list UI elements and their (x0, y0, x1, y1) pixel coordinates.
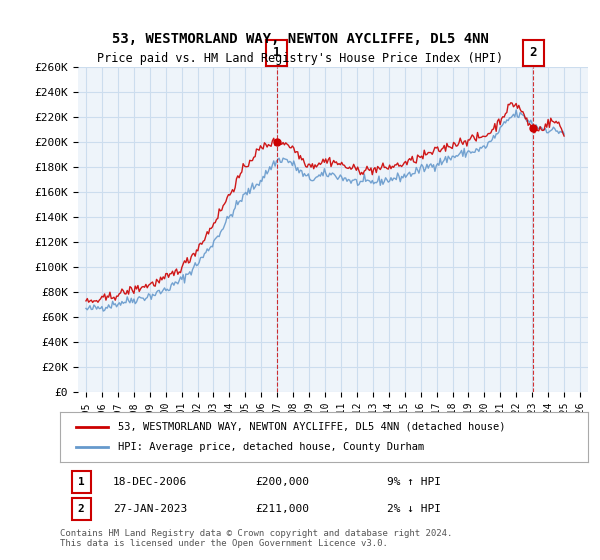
FancyBboxPatch shape (71, 471, 91, 493)
Text: 18-DEC-2006: 18-DEC-2006 (113, 477, 187, 487)
Text: 53, WESTMORLAND WAY, NEWTON AYCLIFFE, DL5 4NN (detached house): 53, WESTMORLAND WAY, NEWTON AYCLIFFE, DL… (118, 422, 506, 432)
Text: HPI: Average price, detached house, County Durham: HPI: Average price, detached house, Coun… (118, 442, 424, 452)
Text: Price paid vs. HM Land Registry's House Price Index (HPI): Price paid vs. HM Land Registry's House … (97, 52, 503, 66)
Text: Contains HM Land Registry data © Crown copyright and database right 2024.
This d: Contains HM Land Registry data © Crown c… (60, 529, 452, 548)
Text: 1: 1 (273, 46, 280, 59)
Text: 27-JAN-2023: 27-JAN-2023 (113, 504, 187, 514)
Text: 2: 2 (78, 504, 85, 514)
Text: 2% ↓ HPI: 2% ↓ HPI (388, 504, 442, 514)
Text: £211,000: £211,000 (256, 504, 310, 514)
Text: £200,000: £200,000 (256, 477, 310, 487)
Text: 9% ↑ HPI: 9% ↑ HPI (388, 477, 442, 487)
Text: 2: 2 (530, 46, 537, 59)
FancyBboxPatch shape (71, 498, 91, 520)
Text: 1: 1 (78, 477, 85, 487)
Text: 53, WESTMORLAND WAY, NEWTON AYCLIFFE, DL5 4NN: 53, WESTMORLAND WAY, NEWTON AYCLIFFE, DL… (112, 32, 488, 46)
